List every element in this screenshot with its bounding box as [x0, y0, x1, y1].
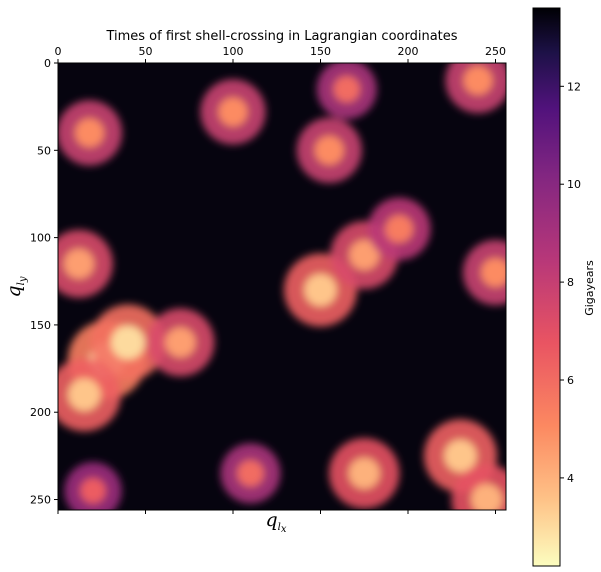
colorbar-tick-label: 6 [567, 374, 574, 387]
heatmap-cell [333, 75, 361, 103]
heatmap-cell [463, 65, 493, 96]
heatmap-cells [58, 63, 506, 510]
colorbar-tick-label: 10 [567, 178, 581, 191]
heatmap-cell [304, 273, 337, 307]
colorbar-tick-label: 8 [567, 276, 574, 289]
heatmap-cell [444, 439, 477, 473]
y-tick-label: 250 [30, 494, 51, 507]
x-tick-label: 150 [310, 45, 331, 58]
y-axis-ticks: 0 50 100 150 200 250 [30, 57, 58, 507]
plot-frame [57, 62, 507, 511]
chart-title: Times of first shell-crossing in Lagrang… [105, 29, 457, 44]
heatmap-cell [348, 239, 380, 271]
colorbar-tick-label: 4 [567, 472, 574, 485]
y-tick-label: 0 [44, 57, 51, 70]
x-tick-label: 200 [398, 45, 419, 58]
colorbar-ticks: 4 6 8 10 12 [560, 80, 581, 485]
colorbar [532, 7, 561, 567]
heatmap-cell [67, 378, 101, 412]
x-tick-label: 250 [485, 45, 506, 58]
y-tick-label: 150 [30, 319, 51, 332]
y-axis-label-subsub: y [18, 276, 29, 283]
x-tick-label: 100 [223, 45, 244, 58]
y-axis-label-sub: l [16, 282, 27, 285]
x-axis-label-subsub: x [281, 524, 287, 535]
heatmap-cell [110, 325, 146, 360]
heatmap-cell [480, 257, 506, 288]
x-axis-label: qlx [265, 509, 286, 535]
heatmap-cell [348, 457, 381, 490]
x-axis-ticks: 0 50 100 150 200 250 [55, 45, 506, 514]
heatmap-cell [218, 97, 248, 127]
heatmap-cell [80, 477, 106, 504]
heatmap-cell [385, 214, 414, 243]
y-tick-label: 200 [30, 406, 51, 419]
heatmap-cell [470, 483, 503, 510]
y-axis-label: qly [3, 276, 29, 297]
x-axis-label-base: q [265, 509, 277, 531]
y-axis-label-base: q [3, 285, 25, 297]
heatmap-cell [237, 459, 264, 487]
heatmap-cell [314, 135, 344, 165]
heatmap-cell [63, 248, 95, 280]
colorbar-label: Gigayears [583, 260, 596, 316]
x-tick-label: 0 [55, 45, 62, 58]
colorbar-tick-label: 12 [567, 80, 581, 93]
heatmap-cell [74, 118, 105, 148]
heatmap-cell [165, 327, 196, 358]
x-axis-label-sub: l [278, 522, 281, 533]
y-tick-label: 50 [37, 144, 51, 157]
x-tick-label: 50 [139, 45, 153, 58]
heatmap-blobs [58, 63, 506, 510]
y-tick-label: 100 [30, 232, 51, 245]
